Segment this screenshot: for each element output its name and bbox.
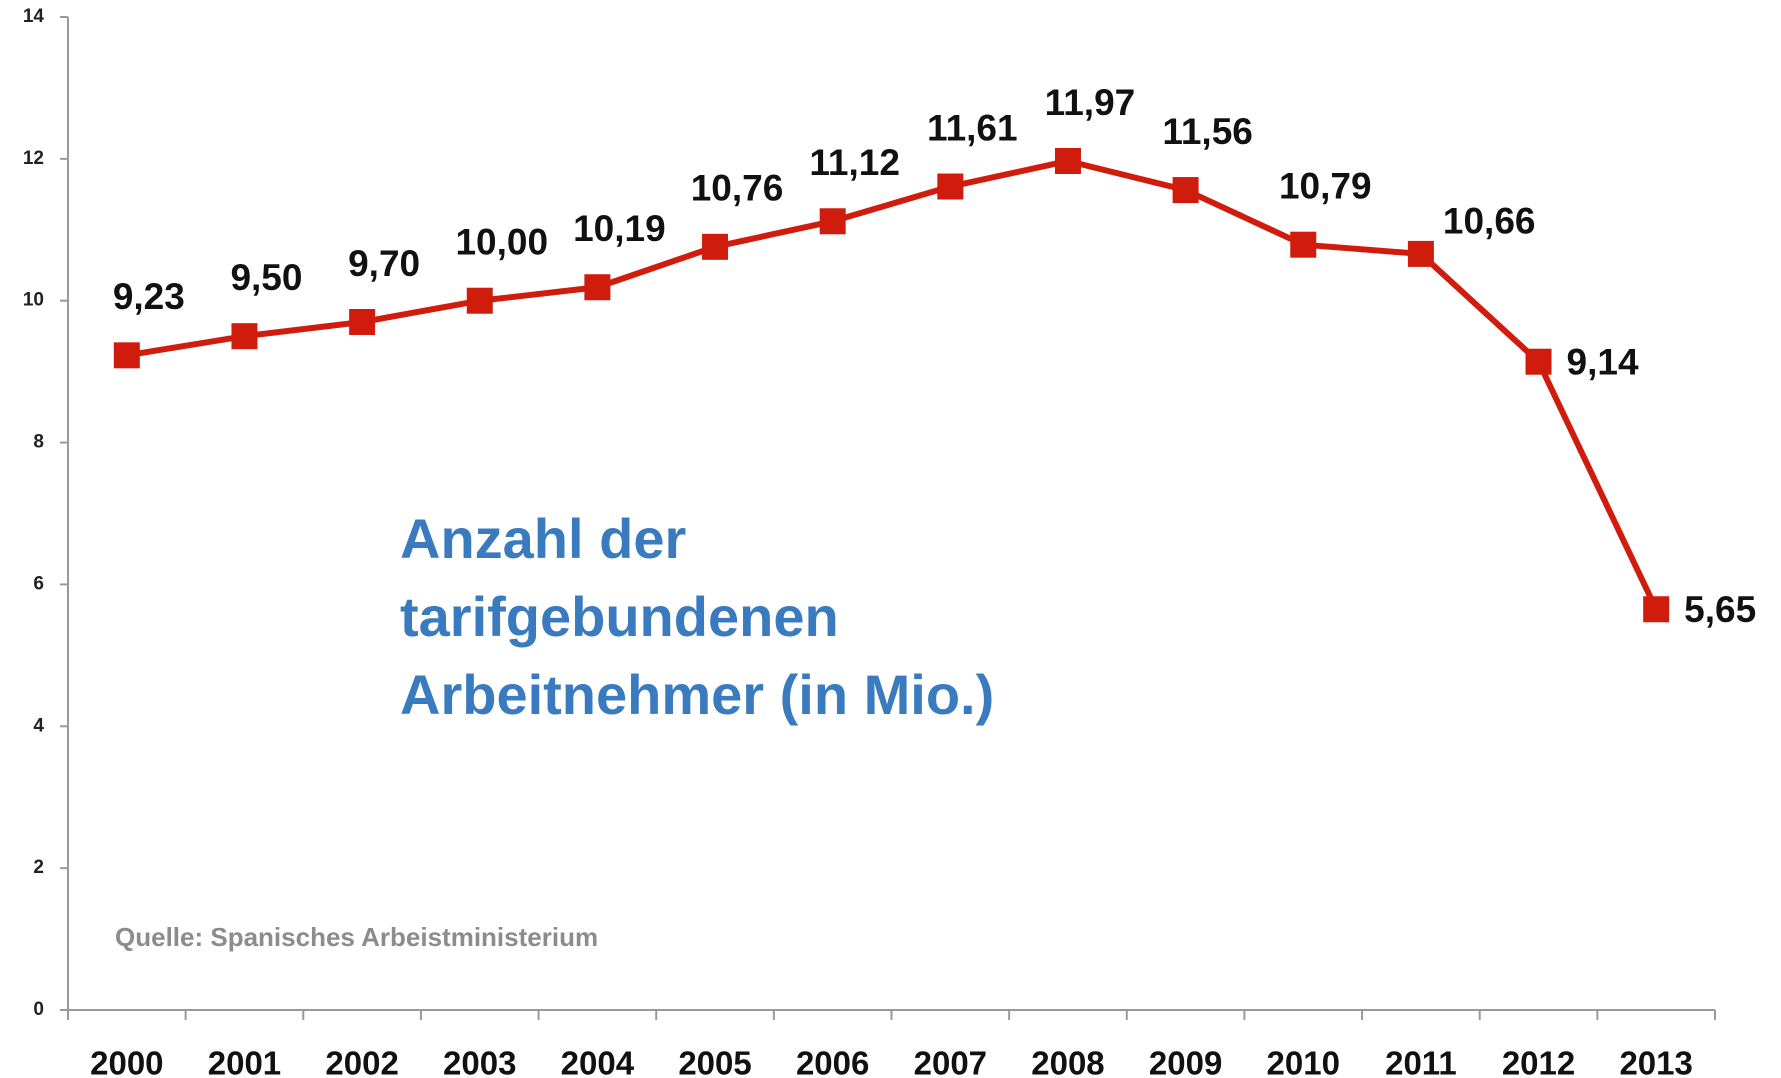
value-label: 9,50 (230, 257, 302, 298)
marker (1643, 596, 1670, 623)
y-tick-label: 6 (33, 573, 44, 594)
y-tick-label: 14 (23, 6, 45, 27)
marker (1525, 348, 1552, 375)
marker (819, 208, 846, 235)
marker (584, 274, 611, 301)
x-tick-label: 2002 (325, 1045, 398, 1078)
x-tick-label: 2006 (796, 1045, 869, 1078)
x-tick-label: 2004 (561, 1045, 635, 1078)
value-label: 11,97 (1045, 82, 1136, 123)
marker (1407, 240, 1434, 267)
x-tick-label: 2005 (678, 1045, 751, 1078)
marker (1172, 177, 1199, 204)
value-label: 11,56 (1162, 111, 1253, 152)
value-label: 11,12 (809, 142, 900, 183)
y-tick-label: 0 (33, 999, 44, 1020)
value-label: 11,61 (927, 107, 1018, 148)
value-label: 9,14 (1567, 341, 1639, 382)
x-tick-label: 2003 (443, 1045, 516, 1078)
annotation: Anzahl der (400, 507, 686, 570)
value-label: 9,23 (113, 276, 185, 317)
value-label: 10,79 (1279, 165, 1372, 206)
x-tick-label: 2001 (208, 1045, 281, 1078)
marker (937, 173, 964, 200)
x-tick-label: 2012 (1502, 1045, 1575, 1078)
marker (1290, 231, 1317, 258)
y-tick-label: 10 (23, 290, 44, 311)
value-label: 9,70 (348, 243, 420, 284)
y-tick-label: 8 (33, 432, 44, 453)
x-tick-label: 2000 (90, 1045, 163, 1078)
marker (1054, 147, 1081, 174)
x-tick-label: 2007 (914, 1045, 987, 1078)
annotation: tarifgebundenen (400, 585, 839, 648)
x-tick-label: 2013 (1619, 1045, 1692, 1078)
value-label: 5,65 (1684, 589, 1756, 630)
y-tick-label: 12 (23, 148, 44, 169)
x-tick-label: 2010 (1267, 1045, 1340, 1078)
x-tick-label: 2008 (1031, 1045, 1104, 1078)
y-tick-label: 4 (33, 715, 44, 736)
value-label: 10,66 (1443, 201, 1536, 242)
marker (466, 287, 493, 314)
x-tick-label: 2011 (1385, 1045, 1457, 1078)
value-label: 10,76 (691, 168, 784, 209)
y-tick-label: 2 (33, 857, 44, 878)
value-label: 10,00 (455, 221, 548, 262)
annotation: Arbeitnehmer (in Mio.) (400, 663, 994, 726)
marker (113, 342, 140, 369)
marker (702, 233, 729, 260)
marker (349, 308, 376, 335)
x-tick-label: 2009 (1149, 1045, 1222, 1078)
value-label: 10,19 (573, 208, 666, 249)
marker (231, 323, 258, 350)
source: Quelle: Spanisches Arbeistministerium (115, 922, 598, 952)
line (126, 157, 1659, 611)
